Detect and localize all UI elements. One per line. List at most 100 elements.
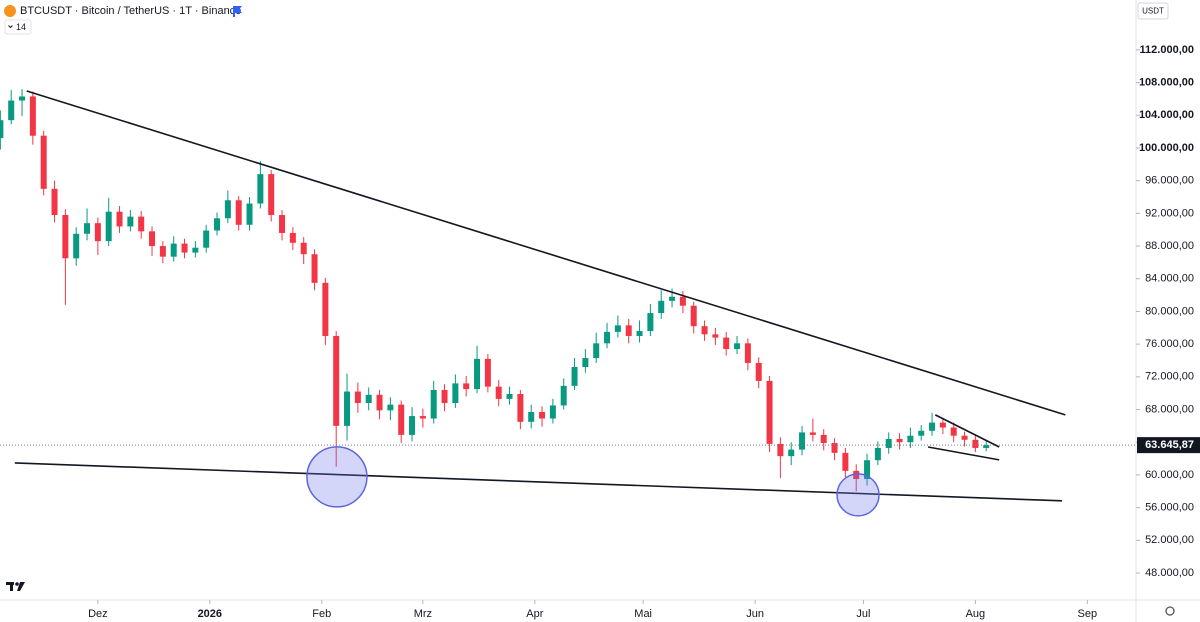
candle-body: [419, 416, 426, 419]
candle-body: [874, 447, 881, 461]
candle-body: [799, 432, 806, 450]
x-tick-label: Dez: [88, 608, 108, 620]
candle-body: [625, 325, 632, 336]
x-tick-label: Feb: [312, 608, 331, 620]
coin-icon: [4, 5, 16, 17]
candle-body: [712, 334, 719, 338]
candle-body: [94, 223, 101, 242]
candle-body: [29, 96, 36, 136]
candle-body: [398, 404, 405, 435]
candle-body: [896, 438, 903, 443]
trendline: [26, 90, 1066, 416]
candle-body: [257, 174, 264, 204]
y-tick-label: 88.000,00: [1145, 240, 1194, 252]
x-tick-label: Jul: [856, 608, 870, 620]
indicator-count: 14: [16, 22, 26, 32]
candle-body: [19, 96, 26, 101]
y-tick-label: 60.000,00: [1145, 469, 1194, 481]
candle-body: [831, 443, 838, 453]
candle-body: [636, 331, 643, 336]
chevron: [8, 25, 13, 29]
candle-body: [159, 246, 166, 257]
candle-body: [864, 460, 871, 480]
candle-body: [723, 337, 730, 350]
candle-body: [127, 216, 134, 227]
candle-body: [138, 216, 145, 232]
candle-body: [788, 449, 795, 457]
candle-body: [939, 422, 946, 428]
candle-body: [322, 282, 329, 336]
candle-body: [549, 405, 556, 419]
candle-body: [0, 120, 4, 139]
y-tick-label: 56.000,00: [1145, 502, 1194, 514]
candle-body: [853, 470, 860, 480]
highlight-circle: [306, 446, 368, 508]
candle-body: [116, 211, 123, 227]
y-tick-label: 96.000,00: [1145, 175, 1194, 187]
x-tick-label: 2026: [198, 608, 222, 620]
y-tick-label: 80.000,00: [1145, 305, 1194, 317]
candle-body: [344, 391, 351, 426]
candle-body: [474, 358, 481, 390]
candle-body: [669, 296, 676, 301]
candle-body: [300, 242, 307, 255]
tv-logo: [6, 582, 25, 591]
candle-body: [593, 343, 600, 359]
candle-body: [842, 452, 849, 471]
candle-body: [289, 232, 296, 243]
candle-body: [51, 188, 58, 215]
candle-body: [614, 325, 621, 332]
x-tick-label: Jun: [746, 608, 764, 620]
candle-body: [950, 427, 957, 436]
candle-body: [441, 389, 448, 403]
candle-body: [430, 389, 437, 419]
currency-button[interactable]: [1137, 2, 1169, 20]
trendline: [14, 462, 1063, 502]
x-tick-label: Apr: [526, 608, 543, 620]
candle-body: [539, 411, 546, 419]
candle-body: [701, 326, 708, 335]
candle-body: [452, 383, 459, 403]
candle-body: [983, 445, 990, 448]
indicator-toggle[interactable]: [4, 19, 32, 35]
candle-body: [214, 218, 221, 231]
x-tick-label: Mai: [634, 608, 652, 620]
candle-body: [84, 223, 91, 234]
last-price-box: [1137, 437, 1200, 454]
y-tick-label: 92.000,00: [1145, 207, 1194, 219]
candle-body: [203, 230, 210, 248]
candle-body: [192, 247, 199, 253]
y-tick-label: 72.000,00: [1145, 371, 1194, 383]
candle-body: [528, 411, 535, 422]
x-tick-label: Aug: [966, 608, 986, 620]
candle-body: [170, 243, 177, 257]
candle-body: [409, 416, 416, 435]
candle-body: [279, 214, 286, 233]
candle-body: [73, 233, 80, 259]
candle-body: [495, 386, 502, 399]
candle-body: [62, 214, 69, 259]
candle-body: [8, 100, 15, 121]
highlight-circle: [836, 473, 880, 517]
y-tick-label: 108.000,00: [1139, 76, 1194, 88]
candle-body: [105, 211, 112, 242]
symbol-title[interactable]: BTCUSDT · Bitcoin / TetherUS · 1T · Bina…: [20, 5, 241, 17]
candle-body: [517, 394, 524, 422]
y-tick-label: 84.000,00: [1145, 273, 1194, 285]
x-tick-label: Sep: [1078, 608, 1098, 620]
candle-body: [885, 438, 892, 448]
candle-body: [744, 343, 751, 363]
y-tick-label: 100.000,00: [1139, 142, 1194, 154]
settings-icon[interactable]: [1165, 606, 1175, 616]
candle-body: [224, 200, 231, 219]
candle-body: [734, 343, 741, 350]
candle-body: [918, 430, 925, 436]
flag-icon[interactable]: [233, 6, 242, 17]
candle-body: [560, 385, 567, 406]
candle-body: [365, 394, 372, 403]
candle-body: [658, 300, 665, 314]
candle-body: [246, 203, 253, 225]
candle-body: [777, 443, 784, 457]
candle-body: [647, 313, 654, 332]
